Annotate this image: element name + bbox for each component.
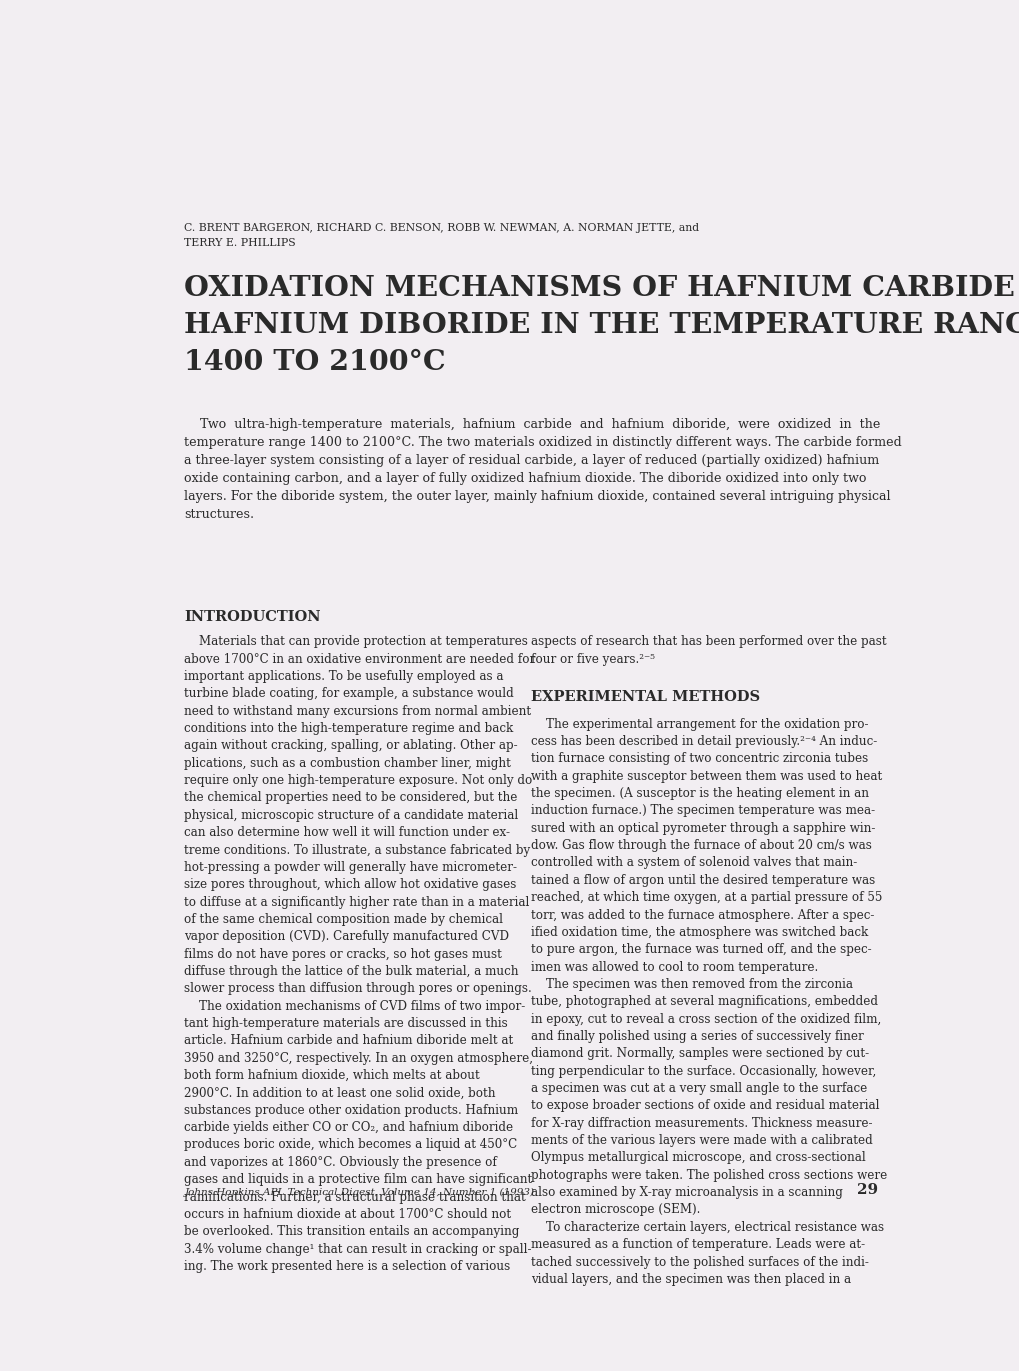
Text: TERRY E. PHILLIPS: TERRY E. PHILLIPS (184, 239, 296, 248)
Text: OXIDATION MECHANISMS OF HAFNIUM CARBIDE AND: OXIDATION MECHANISMS OF HAFNIUM CARBIDE … (184, 276, 1019, 303)
Text: 29: 29 (857, 1183, 877, 1197)
Text: 1400 TO 2100°C: 1400 TO 2100°C (184, 350, 445, 376)
Text: The experimental arrangement for the oxidation pro-
cess has been described in d: The experimental arrangement for the oxi… (530, 717, 887, 1286)
Text: Two  ultra-high-temperature  materials,  hafnium  carbide  and  hafnium  diborid: Two ultra-high-temperature materials, ha… (184, 418, 901, 521)
Text: Materials that can provide protection at temperatures
above 1700°C in an oxidati: Materials that can provide protection at… (184, 635, 535, 1272)
Text: aspects of research that has been performed over the past
four or five years.²⁻⁵: aspects of research that has been perfor… (530, 635, 886, 666)
Text: HAFNIUM DIBORIDE IN THE TEMPERATURE RANGE: HAFNIUM DIBORIDE IN THE TEMPERATURE RANG… (184, 313, 1019, 339)
Text: EXPERIMENTAL METHODS: EXPERIMENTAL METHODS (530, 690, 759, 705)
Text: INTRODUCTION: INTRODUCTION (184, 610, 321, 624)
Text: Johns Hopkins APL Technical Digest, Volume 14, Number 1 (1993): Johns Hopkins APL Technical Digest, Volu… (184, 1187, 534, 1197)
Text: C. BRENT BARGERON, RICHARD C. BENSON, ROBB W. NEWMAN, A. NORMAN JETTE, and: C. BRENT BARGERON, RICHARD C. BENSON, RO… (184, 222, 699, 233)
